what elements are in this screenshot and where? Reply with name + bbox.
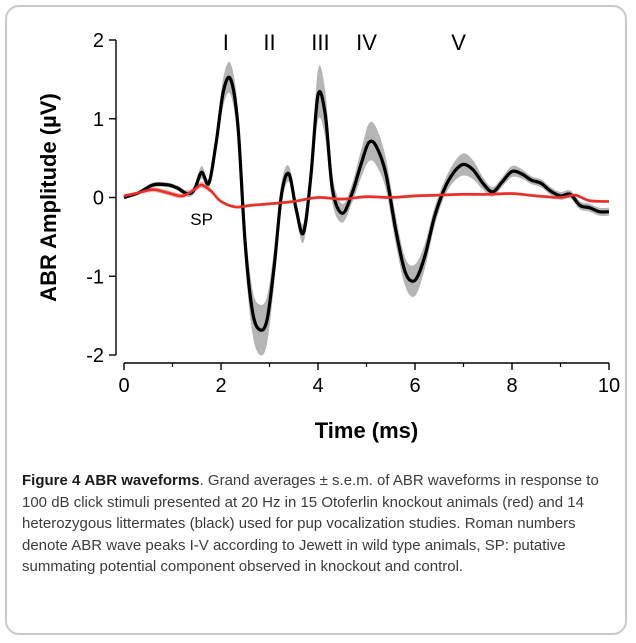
x-tick-label-2: 4	[312, 375, 323, 397]
y-axis-label: ABR Amplitude (µV)	[36, 93, 61, 302]
peak-label-0: I	[223, 30, 229, 55]
caption-text: . Grand averages ± s.e.m. of ABR wavefor…	[22, 472, 599, 575]
series-line-0	[123, 75, 610, 332]
x-tick-label-0: 0	[118, 375, 129, 397]
figure-caption: Figure 4 ABR waveforms. Grand averages ±…	[22, 470, 614, 578]
peak-label-3: IV	[356, 30, 377, 55]
figure-number: Figure 4	[22, 472, 81, 489]
x-axis-label: Time (ms)	[315, 418, 419, 443]
series-line-1	[123, 183, 610, 209]
y-tick-label-2: 0	[93, 188, 104, 210]
peak-label-4: V	[451, 30, 466, 55]
y-tick-label-1: 1	[93, 109, 104, 131]
annotation-sp: SP	[190, 210, 213, 229]
y-tick-label-4: -2	[86, 345, 104, 367]
x-tick-label-4: 8	[506, 375, 517, 397]
x-tick-label-3: 6	[409, 375, 420, 397]
peak-label-2: III	[311, 30, 329, 55]
sem-band-1	[124, 181, 609, 209]
peak-label-1: II	[263, 30, 275, 55]
x-tick-label-1: 2	[215, 375, 226, 397]
y-tick-label-3: -1	[86, 266, 104, 288]
x-tick-label-5: 10	[598, 375, 620, 397]
y-tick-label-0: 2	[93, 30, 104, 52]
sem-band-0	[124, 61, 609, 356]
figure-title: ABR waveforms	[84, 472, 200, 489]
